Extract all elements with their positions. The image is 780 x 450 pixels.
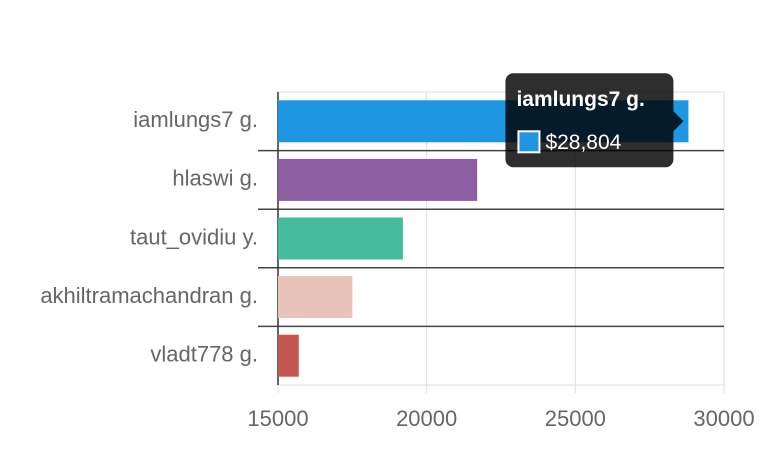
y-tick-label: iamlungs7 g. (133, 107, 258, 132)
x-tick-label: 25000 (545, 406, 606, 431)
tooltip-value: $28,804 (545, 131, 621, 154)
x-tick-label: 20000 (396, 406, 457, 431)
tooltip-box (505, 73, 674, 168)
x-tick-label: 15000 (247, 406, 308, 431)
x-tick-label: 30000 (693, 406, 754, 431)
y-tick-label: akhiltramachandran g. (40, 283, 258, 308)
tooltip: iamlungs7 g. $28,804 (505, 73, 684, 168)
y-tick-label: taut_ovidiu y. (130, 224, 258, 249)
bar (278, 217, 403, 260)
tooltip-title: iamlungs7 g. (516, 88, 644, 111)
bar (278, 276, 353, 319)
y-tick-label: hlaswi g. (172, 166, 258, 191)
tooltip-caret (673, 111, 684, 132)
bar (278, 158, 478, 201)
y-tick-label: vladt778 g. (150, 342, 258, 367)
bar (278, 334, 299, 377)
tooltip-swatch (517, 130, 541, 154)
